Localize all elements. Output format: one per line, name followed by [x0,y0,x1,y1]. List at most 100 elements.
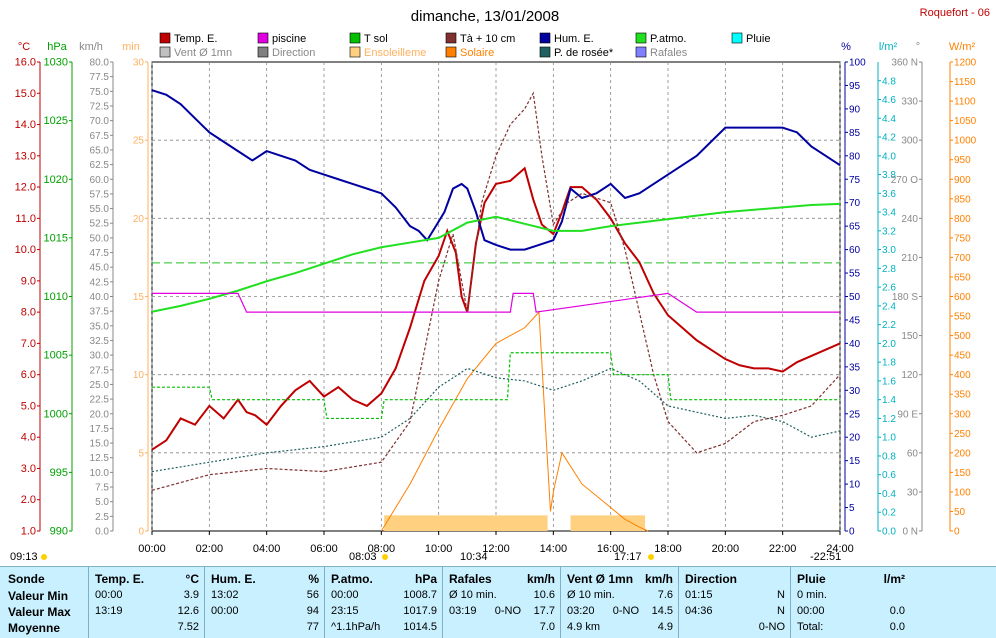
stats-cell-value: 94 [306,605,319,617]
direction-axis-label: 180 S [892,292,918,303]
wind-axis-label: 20.0 [90,409,110,420]
stats-row: 04:36 N [685,605,785,621]
sun-icon [382,554,388,560]
humidity-axis-label: 55 [849,269,861,280]
stats-cell-time: 04:36 [685,605,713,617]
stats-cell-time: 23:15 [331,605,359,617]
direction-axis-label: 210 [901,253,918,264]
stats-column-title: Rafales [449,572,492,586]
stats-row: 01:15 N [685,589,785,605]
solar-axis-label: 600 [954,292,971,303]
unit-wind: km/h [79,41,103,53]
stats-row: 03:19 0-NO 17.7 [449,605,555,621]
stats-cell-value: 7.52 [177,621,199,633]
legend-swatch [159,46,171,58]
sun-axis-label: 10 [133,370,145,381]
rain-axis-label: 3.8 [882,170,896,181]
stats-column-unit: km/h [526,572,555,586]
series-piscine [152,292,840,313]
x-tick-label: 24:00 [826,543,854,555]
stats-row: 03:20 0-NO 14.5 [567,605,673,621]
stats-column-unit: l/m² [883,572,905,586]
stats-row: 00:00 1008.7 [331,589,437,605]
stats-column: P.atmo. hPa 00:00 1008.7 23:15 1017.9 ^1.1hPa/… [324,567,443,638]
stats-column-title: Hum. E. [211,572,256,586]
stats-column: Direction 01:15 N 04:36 N 0-NO [678,567,791,638]
rain-axis-label: 4.4 [882,114,896,125]
series-temp-e- [151,166,841,451]
temp-axis-label: 15.0 [15,88,36,100]
wind-axis-label: 45.0 [90,263,110,274]
pressure-axis-label: 1010 [44,291,68,303]
stats-cell-time: Ø 10 min. [449,589,497,601]
stats-row: Ø 10 min. 10.6 [449,589,555,605]
solar-axis-label: 850 [954,194,971,205]
stats-row: 7.0 [449,621,555,637]
humidity-axis-label: 5 [849,503,855,514]
unit-humidity: % [841,41,851,53]
humidity-axis-label: 45 [849,315,861,326]
rain-axis-label: 4.0 [882,151,896,162]
temp-axis-label: 5.0 [21,400,36,412]
stats-cell-value: 14.5 [651,605,673,617]
solar-axis-label: 1150 [954,77,976,88]
solar-axis-label: 450 [954,351,971,362]
stats-row: 77 [211,621,319,637]
humidity-axis-label: 15 [849,456,861,467]
rain-axis-label: 3.6 [882,189,896,200]
solar-axis-label: 300 [954,409,971,420]
solar-axis-label: 100 [954,487,971,498]
stats-row: 13:19 12.6 [95,605,199,621]
legend-label: Tà + 10 cm [460,33,515,45]
legend: Temp. E. piscine T sol Tà + 10 cm Hum. E. P.a… [159,32,770,59]
humidity-axis-label: 85 [849,128,861,139]
solar-axis-label: 400 [954,370,971,381]
series-solaire [380,310,649,532]
stats-cell-time: 00:00 [331,589,359,601]
direction-axis-label: 0 N [902,527,918,538]
direction-axis-label: 60 [907,448,919,459]
legend-label: Pluie [746,33,770,45]
wind-axis-label: 17.5 [90,424,110,435]
pressure-axis-label: 1000 [44,408,68,420]
wind-axis-label: 25.0 [90,380,110,391]
legend-swatch [257,32,269,44]
rain-axis-label: 1.8 [882,358,896,369]
sun-axis-label: 20 [133,214,145,225]
marker-sunset: 17:17 [614,551,642,563]
humidity-axis-label: 75 [849,175,861,186]
x-tick-label: 12:00 [482,543,510,555]
legend-swatch [635,46,647,58]
direction-axis-label: 330 [901,97,918,108]
stats-cell-time: 4.9 km [567,621,601,633]
legend-label: P.atmo. [650,33,687,45]
row-label-mean: Moyenne [8,621,61,635]
stats-cell-time: Ø 10 min. [567,589,615,601]
rain-axis-label: 3.2 [882,226,896,237]
axes: 00:00 02:00 04:00 06:00 08:00 10:00 12:00 14:00… [15,57,977,556]
legend-swatch [445,46,457,58]
wind-axis-label: 62.5 [90,160,110,171]
stats-cell-value: 12.6 [177,605,199,617]
stats-column-unit: °C [185,572,199,586]
sun-axis-label: 5 [138,448,144,459]
wind-axis-label: 60.0 [90,175,110,186]
stats-column: Hum. E.% 13:02 56 00:00 94 77 [204,567,325,638]
sun-icon [41,554,47,560]
humidity-axis-label: 35 [849,362,861,373]
legend-swatch [539,46,551,58]
solar-axis-label: 1050 [954,116,977,127]
unit-direction: ° [916,41,920,53]
series-p-atmo- [151,202,841,313]
wind-axis-label: 10.0 [90,468,110,479]
rain-axis-label: 2.0 [882,339,896,350]
pressure-axis-label: 1005 [44,350,68,362]
solar-axis-label: 750 [954,233,971,244]
marker-moonset: 10:34 [460,551,488,563]
stats-cell-time: 0 min. [797,589,827,601]
legend-swatch [349,46,361,58]
series-hum-e- [151,89,841,251]
rain-axis-label: 1.4 [882,395,896,406]
temp-axis-label: 2.0 [21,494,36,506]
sun-icon [648,554,654,560]
